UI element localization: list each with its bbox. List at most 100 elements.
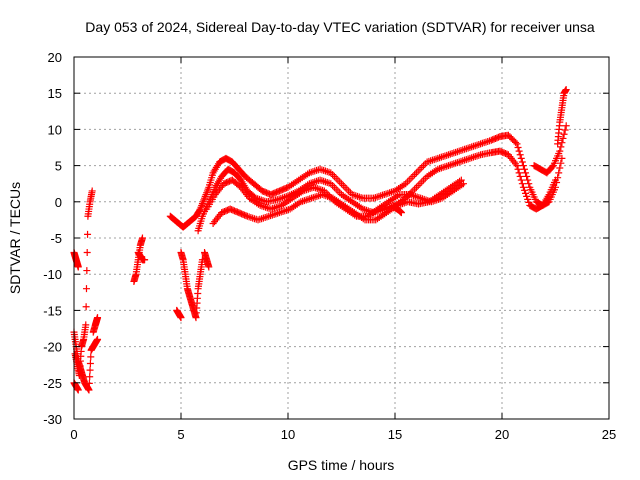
data-point (514, 144, 522, 151)
data-point (523, 192, 531, 200)
data-point (83, 248, 91, 256)
data-point (514, 165, 522, 173)
data-point (519, 162, 527, 170)
data-point (516, 151, 524, 159)
data-point (523, 172, 531, 180)
data-point (513, 140, 521, 148)
data-point (518, 180, 526, 188)
y-tick-label: 10 (48, 122, 62, 137)
data-point (561, 126, 569, 134)
y-tick-label: -20 (43, 340, 62, 355)
data-point (548, 163, 556, 171)
y-tick-label: 0 (55, 195, 62, 210)
x-tick-label: 25 (602, 427, 616, 442)
data-point (397, 209, 405, 217)
ticks-layer: 0 5 10 15 20 25 -30 -25 -20 -15 -10 -5 0 5 10 15 20 (43, 50, 616, 442)
data-point (82, 285, 90, 293)
data-point (74, 263, 82, 271)
data-point (557, 143, 565, 151)
data-point (87, 353, 95, 361)
series-track-o (389, 201, 405, 217)
x-tick-label: 15 (388, 427, 402, 442)
y-tick-label: 20 (48, 50, 62, 65)
data-point (94, 314, 102, 322)
series-track-p (554, 86, 570, 148)
data-point (86, 359, 94, 367)
series-track-h (166, 131, 566, 231)
data-point (457, 176, 465, 184)
data-point (562, 122, 570, 130)
data-point (205, 263, 213, 271)
data-point (138, 234, 146, 242)
data-point (555, 169, 563, 177)
data-point (86, 373, 94, 381)
data-point (520, 165, 528, 173)
y-tick-label: -15 (43, 303, 62, 318)
y-tick-label: -10 (43, 267, 62, 282)
data-point (559, 134, 567, 142)
data-point (519, 183, 527, 191)
series-track-b (71, 187, 96, 380)
series-track-n (201, 248, 213, 271)
x-axis-label: GPS time / hours (288, 457, 395, 473)
points-layer (70, 86, 570, 394)
chart-title: Day 053 of 2024, Sidereal Day-to-day VTE… (85, 19, 595, 35)
data-point (552, 176, 559, 184)
x-tick-label: 20 (495, 427, 509, 442)
data-point (517, 176, 525, 184)
data-point (85, 386, 93, 394)
x-tick-label: 0 (70, 427, 77, 442)
series-track-i (194, 147, 559, 235)
data-point (84, 230, 92, 238)
data-point (82, 321, 90, 329)
data-point (94, 335, 102, 343)
data-point (518, 158, 526, 166)
data-point (522, 189, 530, 197)
y-tick-label: -30 (43, 412, 62, 427)
data-point (558, 139, 566, 147)
data-point (517, 154, 525, 162)
data-point (520, 186, 528, 194)
x-tick-label: 10 (281, 427, 295, 442)
data-point (88, 187, 96, 195)
x-tick-label: 5 (177, 427, 184, 442)
y-tick-label: -5 (50, 231, 62, 246)
data-point (524, 176, 532, 184)
data-point (556, 164, 564, 172)
y-tick-label: -25 (43, 376, 62, 391)
y-tick-label: 15 (48, 86, 62, 101)
data-point (525, 198, 533, 206)
series-track-g (134, 248, 149, 264)
data-point (74, 386, 82, 394)
series-track-e (89, 314, 102, 336)
data-point (515, 147, 523, 155)
data-point (177, 314, 185, 322)
data-point (86, 366, 94, 374)
series-track-k (209, 176, 465, 228)
data-point (516, 172, 524, 180)
data-point (83, 267, 91, 275)
data-point (557, 159, 565, 167)
series-track-l (177, 248, 206, 322)
data-point (562, 86, 570, 94)
data-point (515, 169, 523, 177)
y-axis-label: SDTVAR / TECUs (7, 182, 23, 294)
data-point (524, 195, 532, 203)
data-point (141, 256, 149, 264)
series-track-m (173, 306, 185, 322)
data-point (512, 138, 520, 146)
data-point (242, 212, 250, 220)
series-track-q (530, 122, 570, 177)
data-point (459, 180, 467, 188)
data-point (85, 379, 93, 387)
data-point (560, 130, 568, 138)
data-point (196, 206, 204, 214)
data-point (556, 147, 564, 155)
data-point (525, 180, 533, 188)
data-point (82, 303, 90, 311)
data-point (513, 162, 521, 170)
y-tick-label: 5 (55, 159, 62, 174)
data-point (522, 169, 530, 177)
